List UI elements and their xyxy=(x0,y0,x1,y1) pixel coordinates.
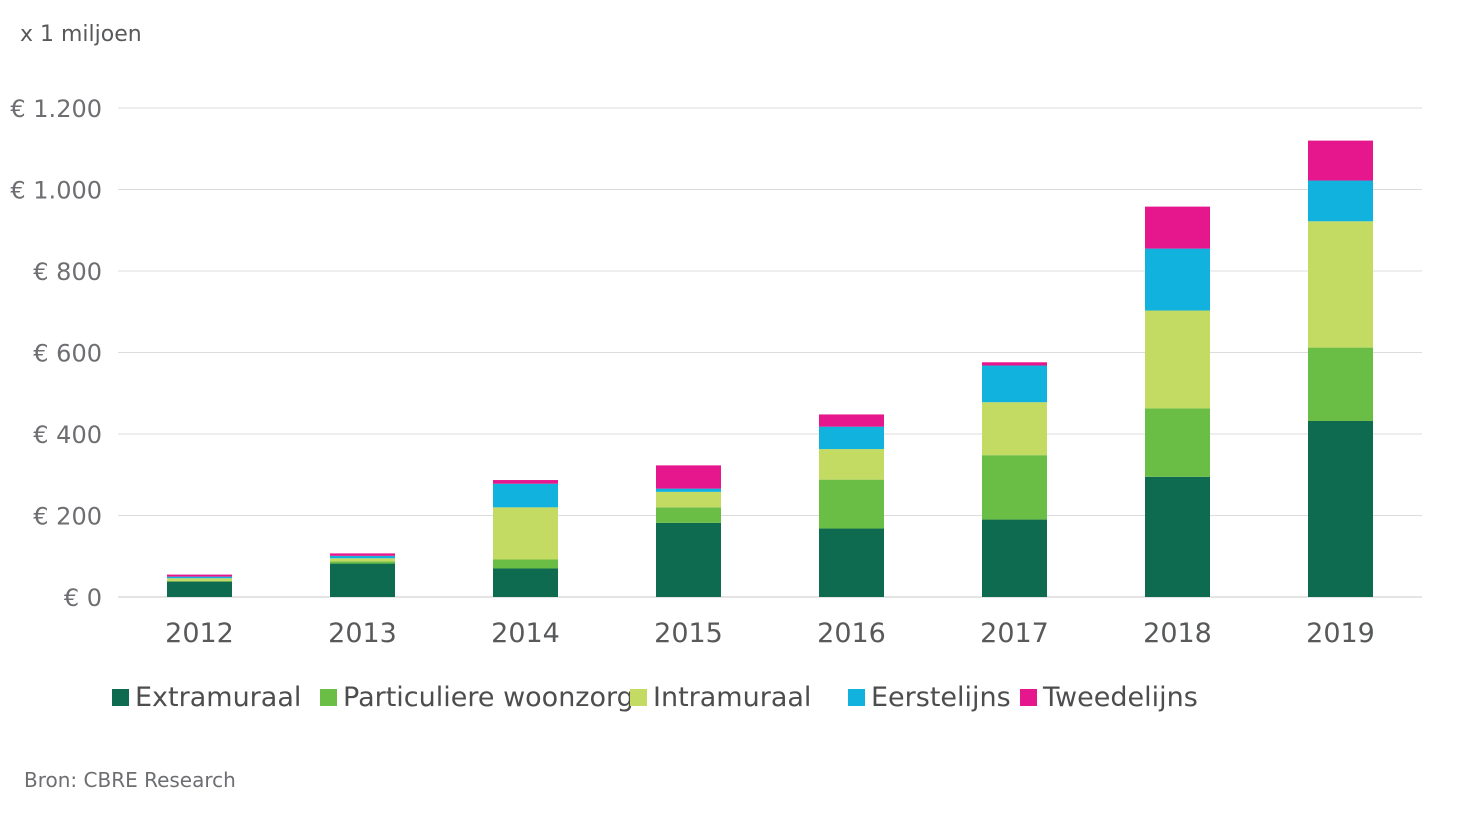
bar-segment xyxy=(982,365,1047,403)
bar-segment xyxy=(819,528,884,597)
legend-item-extramuraal: Extramuraal xyxy=(112,682,301,713)
bar-segment xyxy=(167,576,232,579)
bar-segment xyxy=(656,465,721,489)
bar-segment xyxy=(330,563,395,597)
x-tick-label: 2013 xyxy=(328,618,397,649)
bar-segment xyxy=(982,402,1047,456)
bar-segment xyxy=(1145,310,1210,409)
bar-segment xyxy=(656,488,721,492)
bar-segment xyxy=(1145,408,1210,477)
x-tick-label: 2016 xyxy=(817,618,886,649)
legend-label-eerstelijns: Eerstelijns xyxy=(871,682,1011,713)
bar-segment xyxy=(493,559,558,569)
bar-segment xyxy=(1308,180,1373,222)
bar-segment xyxy=(819,414,884,427)
legend-swatch-particuliere-woonzorg xyxy=(320,689,337,706)
legend-swatch-intramuraal xyxy=(630,689,647,706)
x-tick-label: 2018 xyxy=(1143,618,1212,649)
bar-segment xyxy=(982,455,1047,520)
bar-segment xyxy=(493,507,558,560)
bar-segment xyxy=(1308,347,1373,421)
legend-label-particuliere-woonzorg: Particuliere woonzorg xyxy=(343,682,634,713)
legend-label-tweedelijns: Tweedelijns xyxy=(1043,682,1198,713)
x-tick-label: 2014 xyxy=(491,618,560,649)
legend-label-intramuraal: Intramuraal xyxy=(653,682,812,713)
bar-segment xyxy=(982,362,1047,366)
stacked-bar-chart: € 0 € 200 € 400 € 600 € 800 € 1.000 € 1.200 201… xyxy=(10,95,1422,649)
bar-segment xyxy=(167,581,232,597)
y-tick-label: € 1.200 xyxy=(10,95,102,123)
bar-segment xyxy=(167,574,232,577)
bar-segment xyxy=(656,491,721,508)
bar-segment xyxy=(819,479,884,529)
bar-segment xyxy=(330,555,395,559)
bar-segment xyxy=(1145,476,1210,597)
x-tick-label: 2012 xyxy=(165,618,234,649)
legend-swatch-extramuraal xyxy=(112,689,129,706)
bar-segment xyxy=(656,522,721,597)
source-note: Bron: CBRE Research xyxy=(24,768,236,792)
y-tick-label: € 0 xyxy=(64,584,102,612)
bar-segment xyxy=(1145,206,1210,249)
bar-segment xyxy=(330,553,395,556)
bar-segment xyxy=(1145,248,1210,311)
y-tick-label: € 800 xyxy=(33,258,102,286)
x-tick-label: 2015 xyxy=(654,618,723,649)
bar-segment xyxy=(493,483,558,508)
bar-segment xyxy=(493,480,558,484)
bar-segment xyxy=(330,561,395,564)
legend-label-extramuraal: Extramuraal xyxy=(135,682,302,713)
unit-label: x 1 miljoen xyxy=(20,22,142,47)
x-tick-label: 2017 xyxy=(980,618,1049,649)
bar-segment xyxy=(1308,221,1373,348)
bar-segment xyxy=(167,578,232,582)
bar-segment xyxy=(1308,140,1373,181)
legend-swatch-tweedelijns xyxy=(1020,689,1037,706)
legend: Extramuraal Particuliere woonzorg Intram… xyxy=(112,682,1412,722)
y-tick-label: € 200 xyxy=(33,503,102,531)
bar-segment xyxy=(656,507,721,523)
legend-item-particuliere-woonzorg: Particuliere woonzorg xyxy=(320,682,634,713)
x-tick-label: 2019 xyxy=(1306,618,1375,649)
bar-segment xyxy=(819,426,884,450)
bar-segment xyxy=(819,449,884,480)
y-tick-label: € 600 xyxy=(33,340,102,368)
legend-item-eerstelijns: Eerstelijns xyxy=(848,682,1011,713)
legend-swatch-eerstelijns xyxy=(848,689,865,706)
bar-segment xyxy=(982,519,1047,597)
legend-item-intramuraal: Intramuraal xyxy=(630,682,811,713)
y-tick-label: € 1.000 xyxy=(10,177,102,205)
bar-segment xyxy=(330,558,395,562)
y-tick-label: € 400 xyxy=(33,421,102,449)
bar-segment xyxy=(1308,420,1373,597)
bar-segment xyxy=(493,568,558,597)
legend-item-tweedelijns: Tweedelijns xyxy=(1020,682,1198,713)
